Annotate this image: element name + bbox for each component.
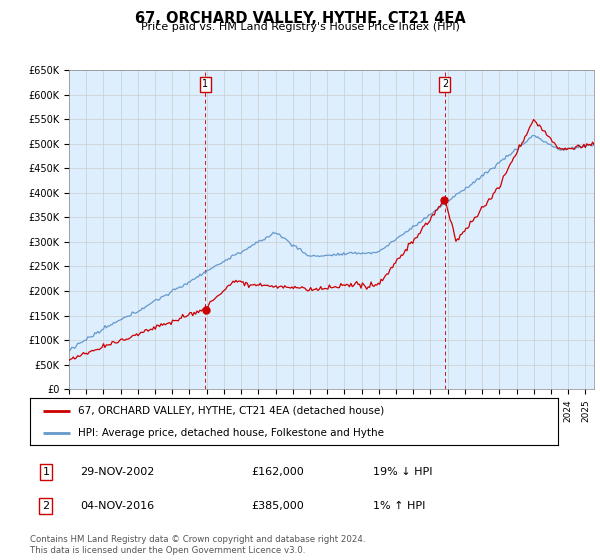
Text: £385,000: £385,000 bbox=[252, 501, 305, 511]
Text: 1: 1 bbox=[202, 80, 208, 90]
Text: 2: 2 bbox=[442, 80, 448, 90]
Text: Contains HM Land Registry data © Crown copyright and database right 2024.
This d: Contains HM Land Registry data © Crown c… bbox=[30, 535, 365, 555]
Text: 29-NOV-2002: 29-NOV-2002 bbox=[80, 467, 155, 477]
Text: £162,000: £162,000 bbox=[252, 467, 305, 477]
Text: 19% ↓ HPI: 19% ↓ HPI bbox=[373, 467, 433, 477]
Text: HPI: Average price, detached house, Folkestone and Hythe: HPI: Average price, detached house, Folk… bbox=[77, 428, 383, 438]
Text: 1: 1 bbox=[43, 467, 49, 477]
Text: 1% ↑ HPI: 1% ↑ HPI bbox=[373, 501, 425, 511]
Text: 2: 2 bbox=[42, 501, 49, 511]
Text: 67, ORCHARD VALLEY, HYTHE, CT21 4EA: 67, ORCHARD VALLEY, HYTHE, CT21 4EA bbox=[134, 11, 466, 26]
Text: 04-NOV-2016: 04-NOV-2016 bbox=[80, 501, 154, 511]
Text: Price paid vs. HM Land Registry's House Price Index (HPI): Price paid vs. HM Land Registry's House … bbox=[140, 22, 460, 32]
Text: 67, ORCHARD VALLEY, HYTHE, CT21 4EA (detached house): 67, ORCHARD VALLEY, HYTHE, CT21 4EA (det… bbox=[77, 406, 384, 416]
